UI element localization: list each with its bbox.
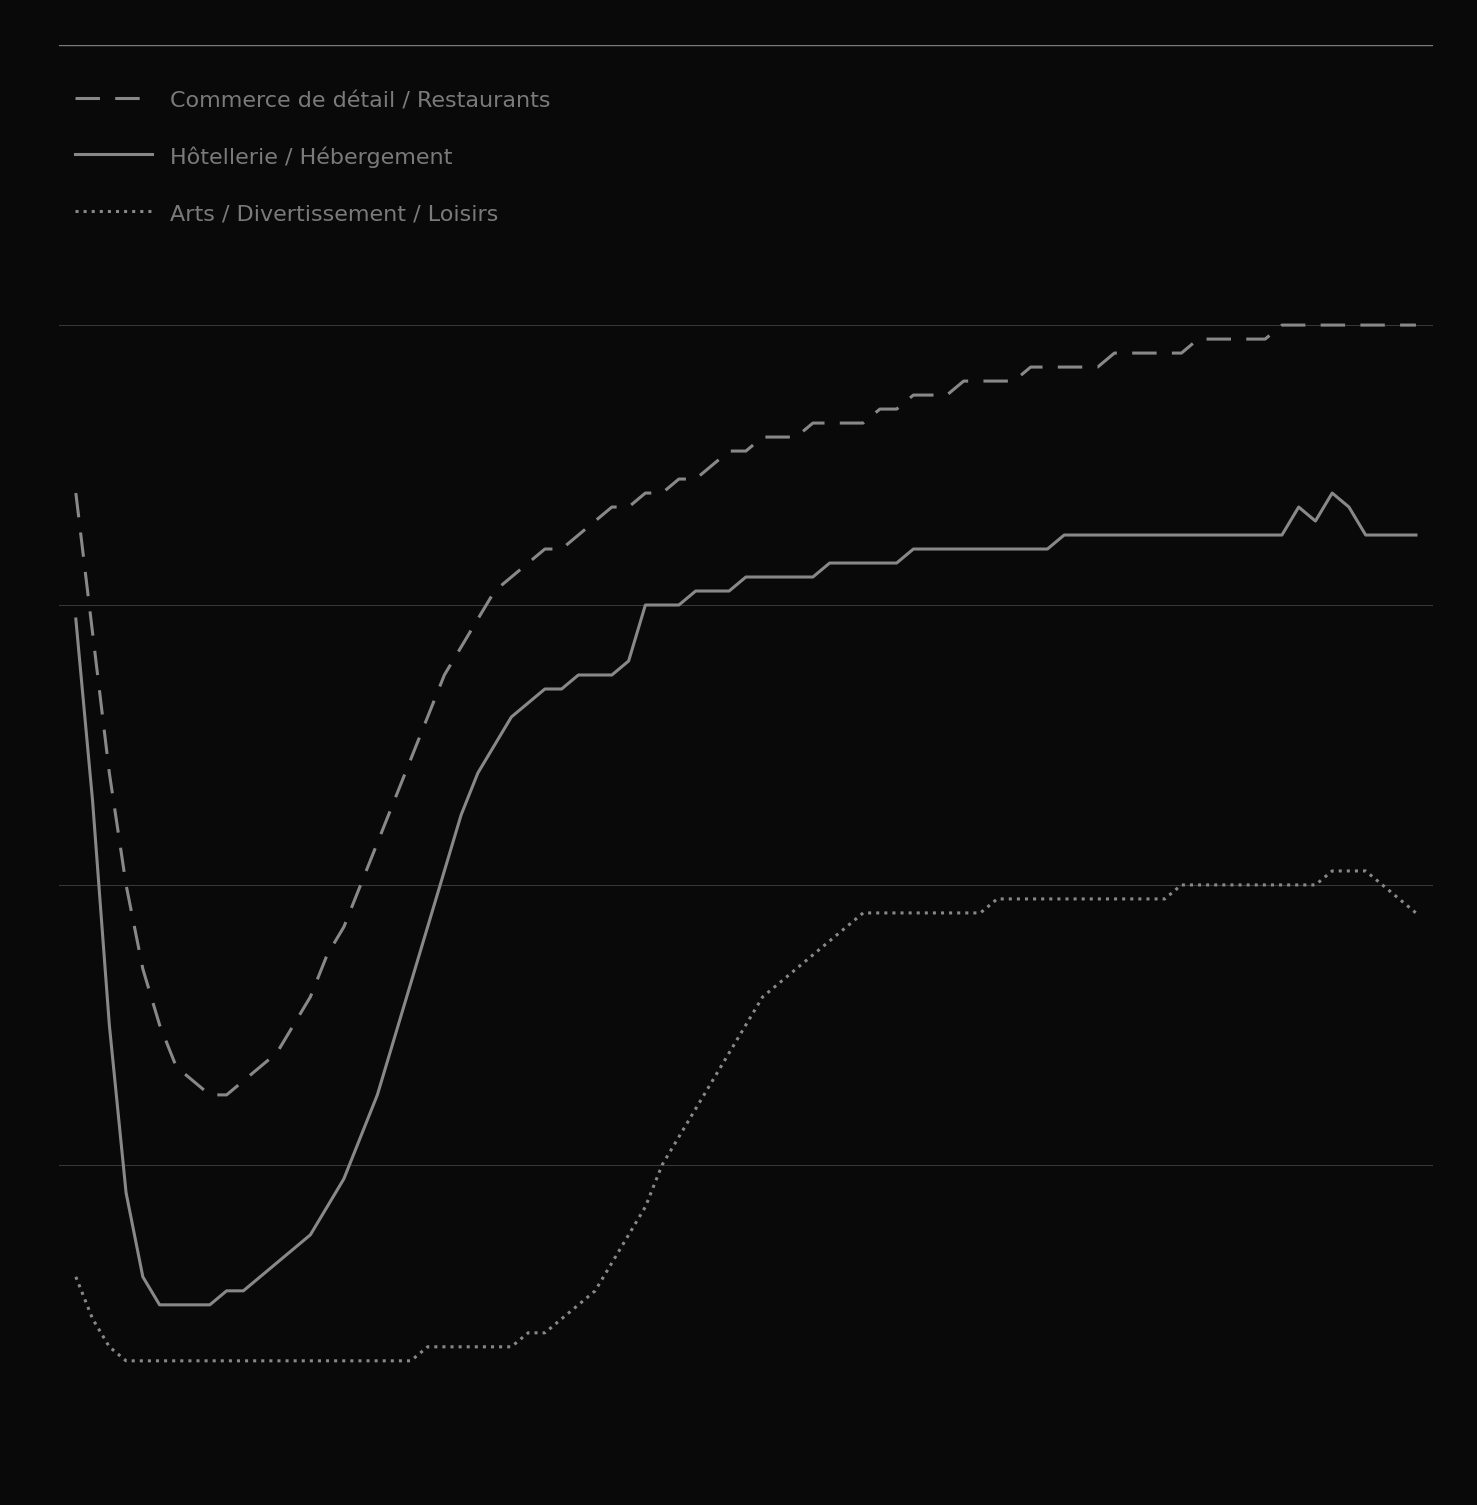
Legend: Commerce de détail / Restaurants, Hôtellerie / Hébergement, Arts / Divertissemen: Commerce de détail / Restaurants, Hôtell… (66, 80, 560, 233)
